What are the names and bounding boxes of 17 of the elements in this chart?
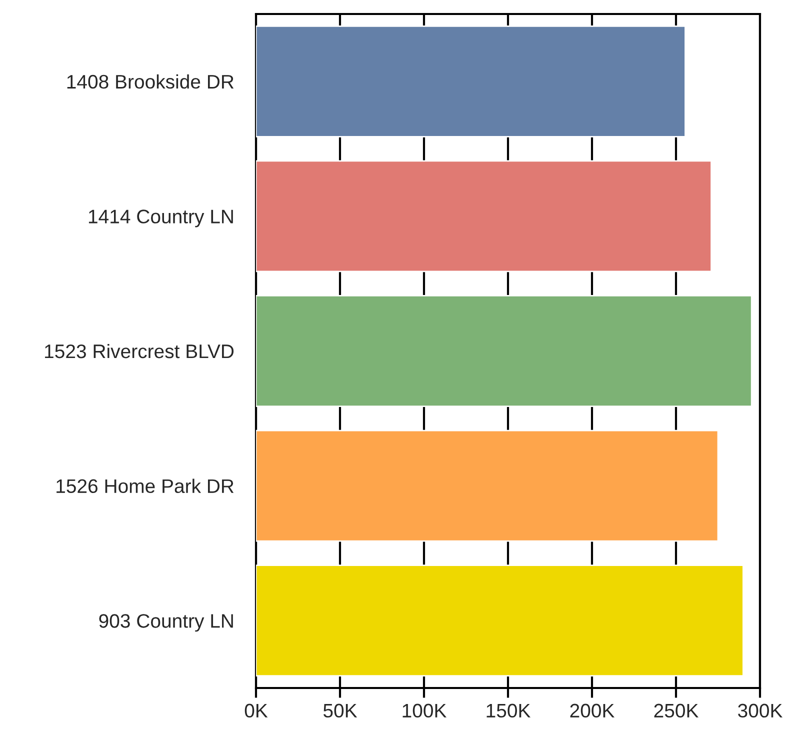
- x-tick-label: 200K: [570, 704, 614, 718]
- y-tick-label: 1408 Brookside DR: [67, 74, 234, 89]
- bar: [256, 295, 752, 407]
- x-tick-label: 100K: [402, 704, 446, 718]
- x-tick-label: 300K: [738, 704, 782, 718]
- x-tick-label: 50K: [323, 704, 358, 718]
- y-tick-label: 903 Country LN: [99, 614, 233, 632]
- bar: [256, 25, 686, 138]
- bar: [256, 160, 712, 272]
- x-tick-label: 0K: [244, 704, 268, 718]
- x-tick-label: 150K: [486, 704, 530, 718]
- bar: [256, 430, 719, 542]
- y-tick-label: 1414 Country LN: [88, 210, 233, 228]
- y-tick-label: 1523 Rivercrest BLVD: [45, 344, 234, 358]
- y-tick-label: 1526 Home Park DR: [56, 478, 234, 494]
- bar: [256, 564, 744, 677]
- x-tick-label: 250K: [654, 704, 698, 718]
